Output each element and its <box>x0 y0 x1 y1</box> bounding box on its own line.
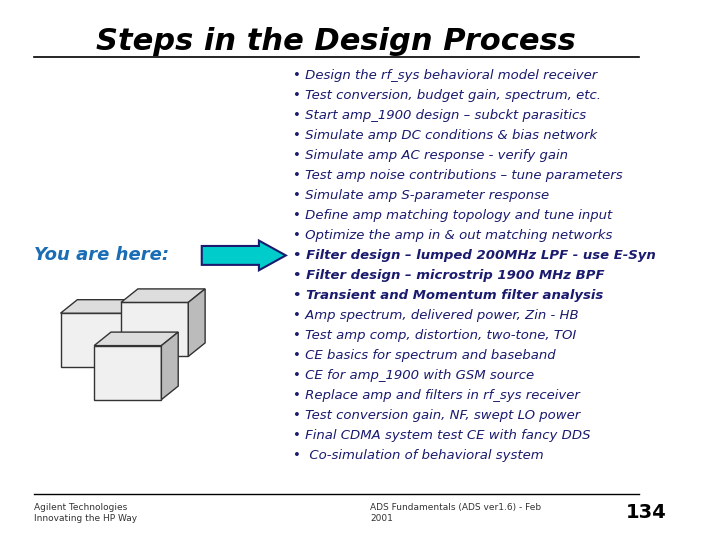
Polygon shape <box>94 332 179 346</box>
Text: • Filter design – microstrip 1900 MHz BPF: • Filter design – microstrip 1900 MHz BP… <box>292 269 604 282</box>
Text: • Filter design – lumped 200MHz LPF - use E-Syn: • Filter design – lumped 200MHz LPF - us… <box>292 249 655 262</box>
Text: • Filter design – microstrip 1900 MHz BPF: • Filter design – microstrip 1900 MHz BP… <box>0 539 1 540</box>
Text: • Test conversion, budget gain, spectrum, etc.: • Test conversion, budget gain, spectrum… <box>292 89 600 102</box>
Text: ADS Fundamentals (ADS ver1.6) - Feb
2001: ADS Fundamentals (ADS ver1.6) - Feb 2001 <box>370 503 541 523</box>
FancyArrow shape <box>202 241 286 270</box>
Polygon shape <box>189 289 205 356</box>
Text: • Filter design – lumped 200MHz LPF - use E-Syn: • Filter design – lumped 200MHz LPF - us… <box>292 249 655 262</box>
Text: Agilent Technologies
Innovating the HP Way: Agilent Technologies Innovating the HP W… <box>34 503 137 523</box>
Bar <box>121 302 189 356</box>
Text: •  Co-simulation of behavioral system: • Co-simulation of behavioral system <box>292 449 543 462</box>
Text: • Design the rf_sys behavioral model receiver: • Design the rf_sys behavioral model rec… <box>292 69 597 82</box>
Text: Steps in the Design Process: Steps in the Design Process <box>96 27 576 56</box>
Text: • Replace amp and filters in rf_sys receiver: • Replace amp and filters in rf_sys rece… <box>292 389 580 402</box>
Text: • Transient and Momentum filter analysis: • Transient and Momentum filter analysis <box>292 289 603 302</box>
Text: • Start amp_1900 design – subckt parasitics: • Start amp_1900 design – subckt parasit… <box>292 109 585 122</box>
Text: • Define amp matching topology and tune input: • Define amp matching topology and tune … <box>292 209 612 222</box>
Text: • CE for amp_1900 with GSM source: • CE for amp_1900 with GSM source <box>292 369 534 382</box>
Text: • Simulate amp S-parameter response: • Simulate amp S-parameter response <box>292 189 549 202</box>
Text: • Filter design – microstrip 1900 MHz BPF: • Filter design – microstrip 1900 MHz BP… <box>292 269 604 282</box>
Text: • Transient and Momentum filter analysis: • Transient and Momentum filter analysis <box>0 539 1 540</box>
Text: • Amp spectrum, delivered power, Zin - HB: • Amp spectrum, delivered power, Zin - H… <box>292 309 578 322</box>
Bar <box>94 346 161 400</box>
Polygon shape <box>121 289 205 302</box>
Bar <box>60 313 127 367</box>
Text: You are here:: You are here: <box>34 246 168 265</box>
Polygon shape <box>60 300 145 313</box>
Text: • CE basics for spectrum and baseband: • CE basics for spectrum and baseband <box>292 349 555 362</box>
Text: • Test conversion gain, NF, swept LO power: • Test conversion gain, NF, swept LO pow… <box>292 409 580 422</box>
Text: • Final CDMA system test CE with fancy DDS: • Final CDMA system test CE with fancy D… <box>292 429 590 442</box>
Text: • Test amp comp, distortion, two-tone, TOI: • Test amp comp, distortion, two-tone, T… <box>292 329 576 342</box>
Text: • Simulate amp DC conditions & bias network: • Simulate amp DC conditions & bias netw… <box>292 129 597 142</box>
Polygon shape <box>127 300 145 367</box>
Text: 134: 134 <box>626 503 666 523</box>
Text: • Simulate amp AC response - verify gain: • Simulate amp AC response - verify gain <box>292 149 567 162</box>
Text: • Filter design – lumped 200MHz LPF - use E-Syn: • Filter design – lumped 200MHz LPF - us… <box>0 539 1 540</box>
Polygon shape <box>161 332 179 400</box>
Text: • Optimize the amp in & out matching networks: • Optimize the amp in & out matching net… <box>292 229 612 242</box>
Text: • Test amp noise contributions – tune parameters: • Test amp noise contributions – tune pa… <box>292 169 622 182</box>
Text: • Transient and Momentum filter analysis: • Transient and Momentum filter analysis <box>292 289 603 302</box>
